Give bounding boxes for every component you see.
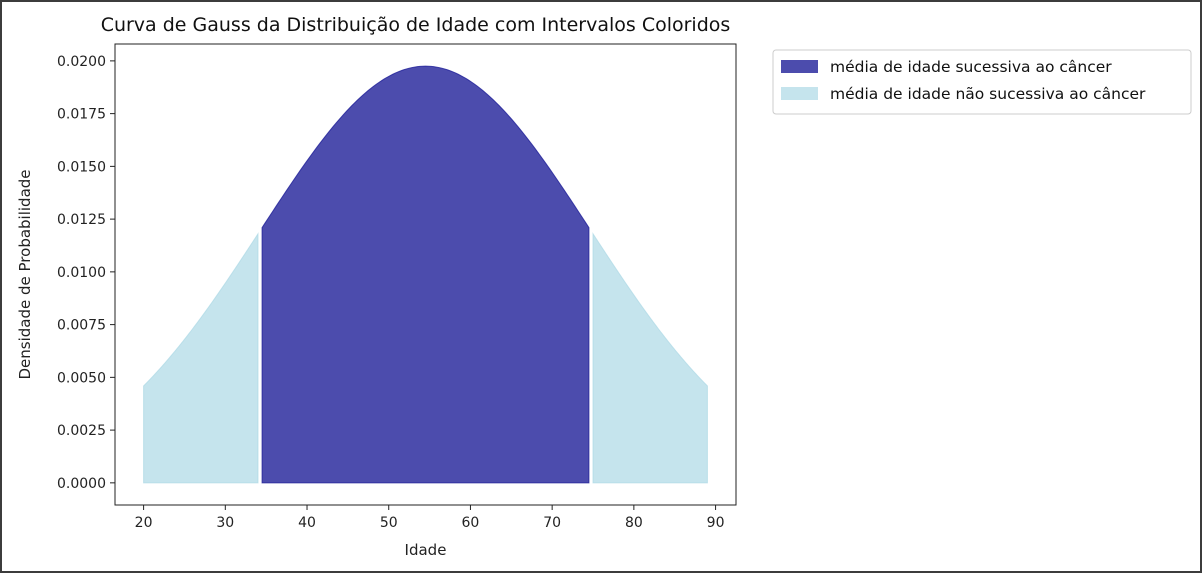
y-tick-label: 0.0175 (57, 107, 106, 123)
legend-label-successive: média de idade sucessiva ao câncer (830, 58, 1112, 76)
y-tick-label: 0.0200 (57, 54, 106, 70)
area-non-successive-1 (592, 232, 708, 484)
y-tick-label: 0.0125 (57, 212, 106, 228)
chart-title: Curva de Gauss da Distribuição de Idade … (101, 14, 731, 36)
x-tick-label: 60 (462, 515, 480, 531)
x-tick-label: 80 (625, 515, 643, 531)
y-tick-label: 0.0025 (57, 423, 106, 439)
x-tick-label: 40 (298, 515, 316, 531)
legend-box (772, 49, 1192, 115)
plot-area-frame (114, 43, 737, 506)
x-tick-label: 50 (380, 515, 398, 531)
legend-label-non-successive: média de idade não sucessiva ao câncer (830, 85, 1146, 103)
area-non-successive-0 (143, 232, 259, 484)
x-axis-label: Idade (405, 541, 447, 559)
legend-swatch-successive (781, 60, 818, 73)
legend-swatch-non-successive (781, 87, 818, 100)
y-tick-label: 0.0100 (57, 265, 106, 281)
y-tick-label: 0.0150 (57, 159, 106, 175)
x-tick-label: 30 (216, 515, 234, 531)
x-tick-label: 90 (707, 515, 725, 531)
x-tick-label: 70 (543, 515, 561, 531)
area-successive-0 (261, 65, 590, 484)
y-tick-label: 0.0000 (57, 476, 106, 492)
x-tick-label: 20 (135, 515, 153, 531)
y-axis-label: Densidade de Probabilidade (16, 169, 34, 379)
legend: média de idade sucessiva ao câncer média… (772, 49, 1192, 115)
y-tick-label: 0.0075 (57, 318, 106, 334)
y-tick-label: 0.0050 (57, 370, 106, 386)
